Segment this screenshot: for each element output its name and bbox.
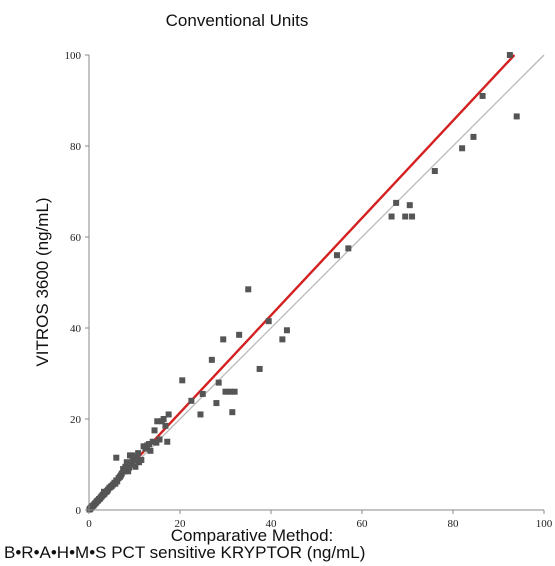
data-point [409,213,416,220]
x-tick-label: 60 [357,518,369,530]
y-tick-label: 0 [76,505,82,517]
y-tick-label: 60 [70,232,82,244]
data-point [236,331,243,338]
data-point [179,377,186,384]
data-point [135,450,142,457]
data-point [146,441,153,448]
y-tick-label: 40 [70,323,82,335]
data-point [133,454,140,461]
data-point [506,52,513,58]
data-point [227,388,234,395]
data-points-layer [86,52,520,513]
data-point [283,327,290,334]
data-point [459,145,466,152]
data-point [125,468,132,475]
data-point [199,390,206,397]
axes [88,55,544,511]
data-point [154,418,161,425]
identity-line-layer [88,54,545,511]
data-point [156,436,163,443]
data-point [431,168,438,175]
data-point [160,416,167,422]
x-tick-label: 20 [175,518,187,530]
y-tick-label: 20 [70,414,82,426]
data-point [402,213,409,220]
data-point [208,356,215,363]
y-tick-label: 100 [65,50,82,62]
data-point [164,438,171,445]
data-point [393,199,400,206]
data-point [215,379,222,386]
data-point [188,397,195,404]
data-point [138,456,145,463]
y-axis-label: VITROS 3600 (ng/mL) [33,197,52,366]
data-point [256,365,263,372]
data-point [345,245,352,252]
data-point [101,488,108,495]
y-tick-label: 80 [70,141,82,153]
data-point [513,113,520,120]
data-point [231,388,238,395]
data-point [479,92,486,99]
data-point [279,336,286,343]
data-point [122,463,129,470]
x-axis-label-line2: B•R•A•H•M•S PCT sensitive KRYPTOR (ng/mL… [4,543,365,562]
data-point [245,286,252,293]
x-axis-label-line1: Comparative Method: [171,526,334,545]
data-point [197,411,204,418]
data-point [142,445,149,452]
regression-line [88,54,516,511]
x-tick-label: 0 [86,518,92,530]
regression-line-layer [88,54,516,511]
data-point [123,459,130,466]
data-point [121,468,128,475]
chart-title: Conventional Units [166,11,309,30]
tick-labels: 0 20 40 60 80 100 0 20 40 60 80 100 [65,50,553,530]
identity-line [88,54,545,511]
data-point [265,318,272,325]
data-point [129,452,136,459]
data-point [149,438,156,445]
data-point [162,422,169,429]
x-tick-label: 40 [266,518,278,530]
data-point [113,454,120,461]
data-point [388,213,395,220]
data-point [213,400,220,407]
x-tick-label: 100 [536,518,553,530]
data-point [153,439,160,446]
data-point [406,202,413,209]
data-point [333,252,340,259]
data-point [126,464,133,471]
data-point [151,427,158,434]
data-point [222,388,229,395]
data-point [220,336,227,343]
data-point [114,478,121,485]
x-tick-label: 80 [448,518,460,530]
data-point [229,409,236,416]
data-point [165,411,172,418]
data-point [128,461,135,468]
data-point [147,447,154,454]
data-point [470,133,477,140]
data-point [132,463,139,470]
